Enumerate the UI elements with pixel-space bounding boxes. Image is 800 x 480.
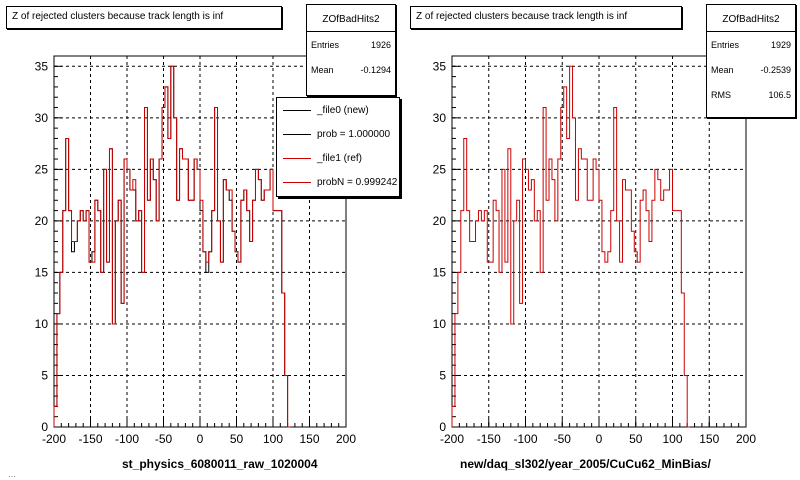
- right-stats-entries-value: 1929: [770, 39, 791, 50]
- right-stats-mean-row: Mean -0.2539: [707, 57, 795, 82]
- right-series-0-step-line: [451, 65, 691, 428]
- left-stats-mean-row: Mean -0.1294: [307, 57, 395, 82]
- right-y-tick-label: 35: [433, 59, 447, 73]
- right-y-tick-label: 15: [433, 265, 447, 279]
- footer-text: …: [8, 470, 16, 479]
- right-x-tick-label: 200: [736, 432, 756, 446]
- legend-label-file0: _file0 (new): [317, 104, 369, 116]
- legend-entry-file1: _file1 (ref): [277, 146, 399, 170]
- legend-entry-probn: probN = 0.999242: [277, 170, 399, 194]
- left-x-tick-label: -50: [155, 432, 173, 446]
- left-x-tick-label: 150: [299, 432, 319, 446]
- left-stats-mean-value: -0.1294: [360, 64, 391, 75]
- left-canvas-pad: -200 -150 -100 -50 0 50 100 150 200 0 5 10 15 20 25 30 3…: [6, 4, 400, 471]
- legend-label-file1: _file1 (ref): [317, 152, 363, 164]
- left-x-axis-label: st_physics_6080011_raw_1020004: [122, 457, 318, 471]
- left-series-1-step-line: [53, 65, 291, 428]
- right-y-tick-label: 5: [439, 368, 446, 382]
- right-histogram-plot: -200 -150 -100 -50 0 50 100 150 200 0 5 10 15 20 25 30 3…: [433, 55, 756, 446]
- right-title: Z of rejected clusters because track len…: [410, 6, 682, 29]
- left-y-tick-label: 35: [35, 59, 49, 73]
- left-x-tick-label: -200: [42, 432, 66, 446]
- left-x-tick-label: 100: [263, 432, 283, 446]
- right-x-axis-label: new/daq_sl302/year_2005/CuCu62_MinBias/: [460, 457, 711, 471]
- right-y-tick-label: 10: [433, 317, 447, 331]
- left-stats-entries-value: 1926: [370, 39, 391, 50]
- right-y-tick-label: 0: [439, 420, 446, 434]
- right-x-tick-label: -150: [477, 432, 501, 446]
- left-stats-entries-label: Entries: [311, 39, 340, 50]
- left-x-tick-label: -100: [115, 432, 139, 446]
- legend-swatch-file1: [283, 157, 311, 159]
- left-y-tick-label: 15: [35, 265, 49, 279]
- right-x-tick-label: -100: [513, 432, 537, 446]
- right-x-tick-label: 100: [662, 432, 682, 446]
- right-stats-box: ZOfBadHits2 Entries 1929 Mean -0.2539 RM…: [706, 4, 796, 118]
- right-stats-rms-label: RMS: [711, 89, 731, 100]
- right-stats-rms-value: 106.5: [768, 89, 791, 100]
- legend-swatch-prob: [283, 133, 311, 135]
- left-y-tick-label: 0: [41, 420, 48, 434]
- right-stats-entries-label: Entries: [711, 39, 740, 50]
- right-stats-mean-label: Mean: [711, 64, 734, 75]
- legend-label-probn: probN = 0.999242: [317, 176, 398, 188]
- left-stats-mean-label: Mean: [311, 64, 334, 75]
- left-stats-name: ZOfBadHits2: [307, 5, 395, 32]
- left-x-tick-label: 50: [230, 432, 244, 446]
- left-x-tick-label: 200: [336, 432, 356, 446]
- left-y-tick-label: 20: [35, 214, 49, 228]
- right-x-tick-label: 50: [629, 432, 643, 446]
- left-x-tick-label: -150: [78, 432, 102, 446]
- right-stats-name: ZOfBadHits2: [707, 5, 795, 32]
- left-y-tick-label: 10: [35, 317, 49, 331]
- left-stats-box: ZOfBadHits2 Entries 1926 Mean -0.1294: [306, 4, 396, 96]
- left-title: Z of rejected clusters because track len…: [6, 6, 282, 29]
- right-stats-mean-value: -0.2539: [760, 64, 791, 75]
- left-y-tick-label: 25: [35, 162, 49, 176]
- right-x-tick-label: 150: [699, 432, 719, 446]
- right-x-tick-label: 0: [596, 432, 603, 446]
- left-stats-entries-row: Entries 1926: [307, 32, 395, 57]
- right-y-tick-label: 20: [433, 214, 447, 228]
- left-x-tick-label: 0: [197, 432, 204, 446]
- right-stats-rms-row: RMS 106.5: [707, 82, 795, 107]
- right-canvas-pad: -200 -150 -100 -50 0 50 100 150 200 0 5 10 15 20 25 30 3…: [400, 0, 800, 480]
- right-x-tick-label: -50: [554, 432, 572, 446]
- legend-entry-prob: prob = 1.000000: [277, 122, 399, 146]
- right-y-tick-label: 25: [433, 162, 447, 176]
- left-y-tick-label: 5: [41, 368, 48, 382]
- legend-swatch-probn: [283, 181, 311, 183]
- left-legend: _file0 (new) prob = 1.000000 _file1 (ref…: [276, 97, 400, 197]
- left-y-tick-label: 30: [35, 111, 49, 125]
- right-y-tick-label: 30: [433, 111, 447, 125]
- legend-swatch-file0: [283, 109, 311, 111]
- right-x-tick-label: -200: [440, 432, 464, 446]
- right-stats-entries-row: Entries 1929: [707, 32, 795, 57]
- legend-entry-file0: _file0 (new): [277, 98, 399, 122]
- legend-label-prob: prob = 1.000000: [317, 128, 391, 140]
